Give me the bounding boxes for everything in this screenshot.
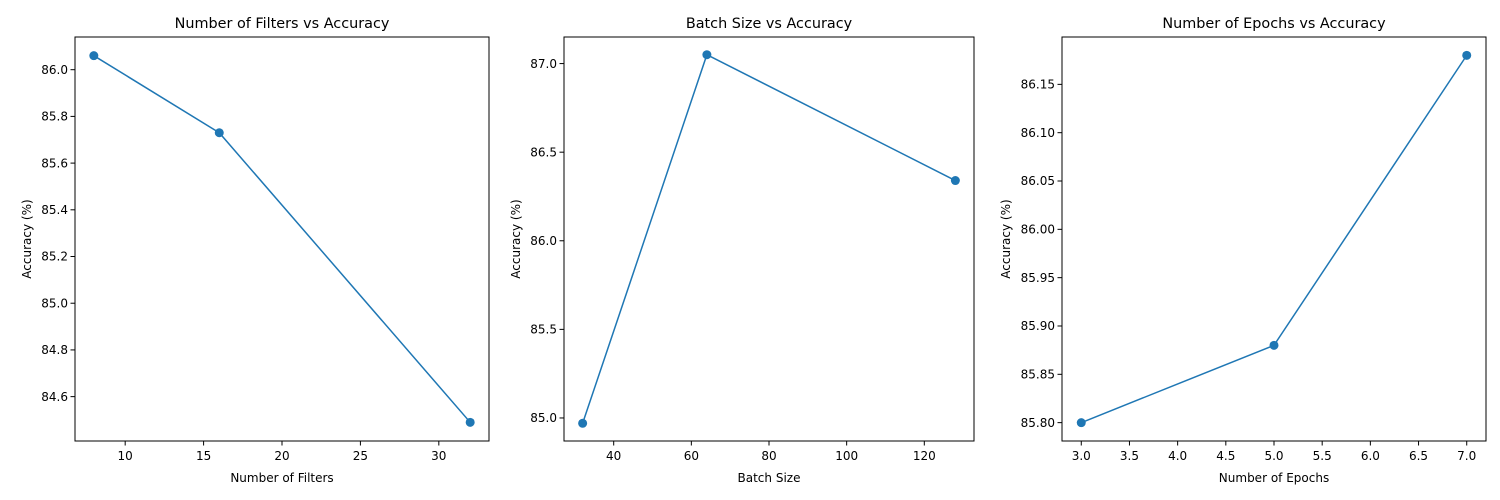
data-point (465, 417, 475, 427)
x-tick-label: 4.5 (1216, 449, 1235, 463)
plot-frame (563, 36, 975, 442)
y-tick-label: 85.4 (41, 203, 68, 217)
y-tick-label: 85.85 (1021, 368, 1055, 382)
y-tick-label: 86.15 (1021, 78, 1055, 92)
x-tick-label: 15 (196, 449, 211, 463)
y-tick-label: 85.2 (41, 250, 68, 264)
x-tick-label: 7.0 (1457, 449, 1476, 463)
y-tick-label: 86.05 (1021, 174, 1055, 188)
x-tick-label: 60 (684, 449, 699, 463)
chart-panel-2: 40 60 80 100 120 85.0 85.5 86.0 86.5 87.0 Batch Si… (509, 16, 975, 485)
data-point (950, 176, 960, 186)
data-point (578, 418, 588, 428)
x-tick-label: 100 (835, 449, 858, 463)
x-tick-label: 4.0 (1168, 449, 1187, 463)
y-tick-label: 86.00 (1021, 223, 1055, 237)
x-tick-label: 20 (274, 449, 289, 463)
y-tick-label: 85.5 (530, 323, 557, 337)
chart-title: Number of Epochs vs Accuracy (1162, 16, 1386, 32)
x-axis-label: Number of Epochs (1219, 471, 1329, 485)
x-tick-label: 3.0 (1072, 449, 1091, 463)
x-tick-label: 5.0 (1264, 449, 1283, 463)
y-axis-label: Accuracy (%) (999, 199, 1013, 278)
x-tick-label: 6.5 (1409, 449, 1428, 463)
y-tick-label: 86.0 (530, 234, 557, 248)
y-tick-label: 85.90 (1021, 319, 1055, 333)
x-tick-label: 120 (913, 449, 936, 463)
data-point (1076, 418, 1086, 428)
data-point (89, 51, 99, 61)
y-tick-label: 85.0 (530, 411, 557, 425)
x-tick-label: 5.5 (1313, 449, 1332, 463)
y-tick-label: 85.0 (41, 296, 68, 310)
chart-title: Number of Filters vs Accuracy (175, 16, 390, 32)
y-tick-label: 85.6 (41, 156, 68, 170)
x-tick-label: 40 (606, 449, 621, 463)
x-tick-label: 3.5 (1120, 449, 1139, 463)
data-point (702, 50, 712, 60)
chart-panel-1: 10 15 20 25 30 84.6 84.8 85.0 85.2 85.4 85.6 85.8 86… (20, 16, 490, 485)
series-line (1080, 54, 1468, 424)
y-tick-label: 85.80 (1021, 416, 1055, 430)
series-line (581, 53, 956, 424)
x-tick-label: 80 (761, 449, 776, 463)
y-tick-label: 86.0 (41, 63, 68, 77)
plot-frame (74, 36, 490, 442)
x-tick-label: 10 (118, 449, 133, 463)
series-line (93, 55, 471, 423)
chart-panel-3: 3.0 3.5 4.0 4.5 5.0 5.5 6.0 6.5 7.0 85.80 85.85 85.… (999, 16, 1487, 485)
x-tick-label: 30 (431, 449, 446, 463)
y-tick-label: 86.10 (1021, 126, 1055, 140)
y-tick-label: 86.5 (530, 145, 557, 159)
y-tick-label: 85.8 (41, 110, 68, 124)
x-axis-label: Number of Filters (230, 471, 333, 485)
x-axis-label: Batch Size (738, 471, 801, 485)
plot-frame (1061, 36, 1487, 442)
data-point (1462, 50, 1472, 60)
y-tick-label: 84.8 (41, 343, 68, 357)
data-point (1269, 340, 1279, 350)
data-point (214, 128, 224, 138)
y-axis-label: Accuracy (%) (509, 199, 523, 278)
y-axis-label: Accuracy (%) (20, 199, 34, 278)
y-tick-label: 84.6 (41, 390, 68, 404)
x-tick-label: 6.0 (1361, 449, 1380, 463)
y-tick-label: 85.95 (1021, 271, 1055, 285)
y-tick-label: 87.0 (530, 57, 557, 71)
chart-title: Batch Size vs Accuracy (686, 16, 853, 32)
x-tick-label: 25 (353, 449, 368, 463)
